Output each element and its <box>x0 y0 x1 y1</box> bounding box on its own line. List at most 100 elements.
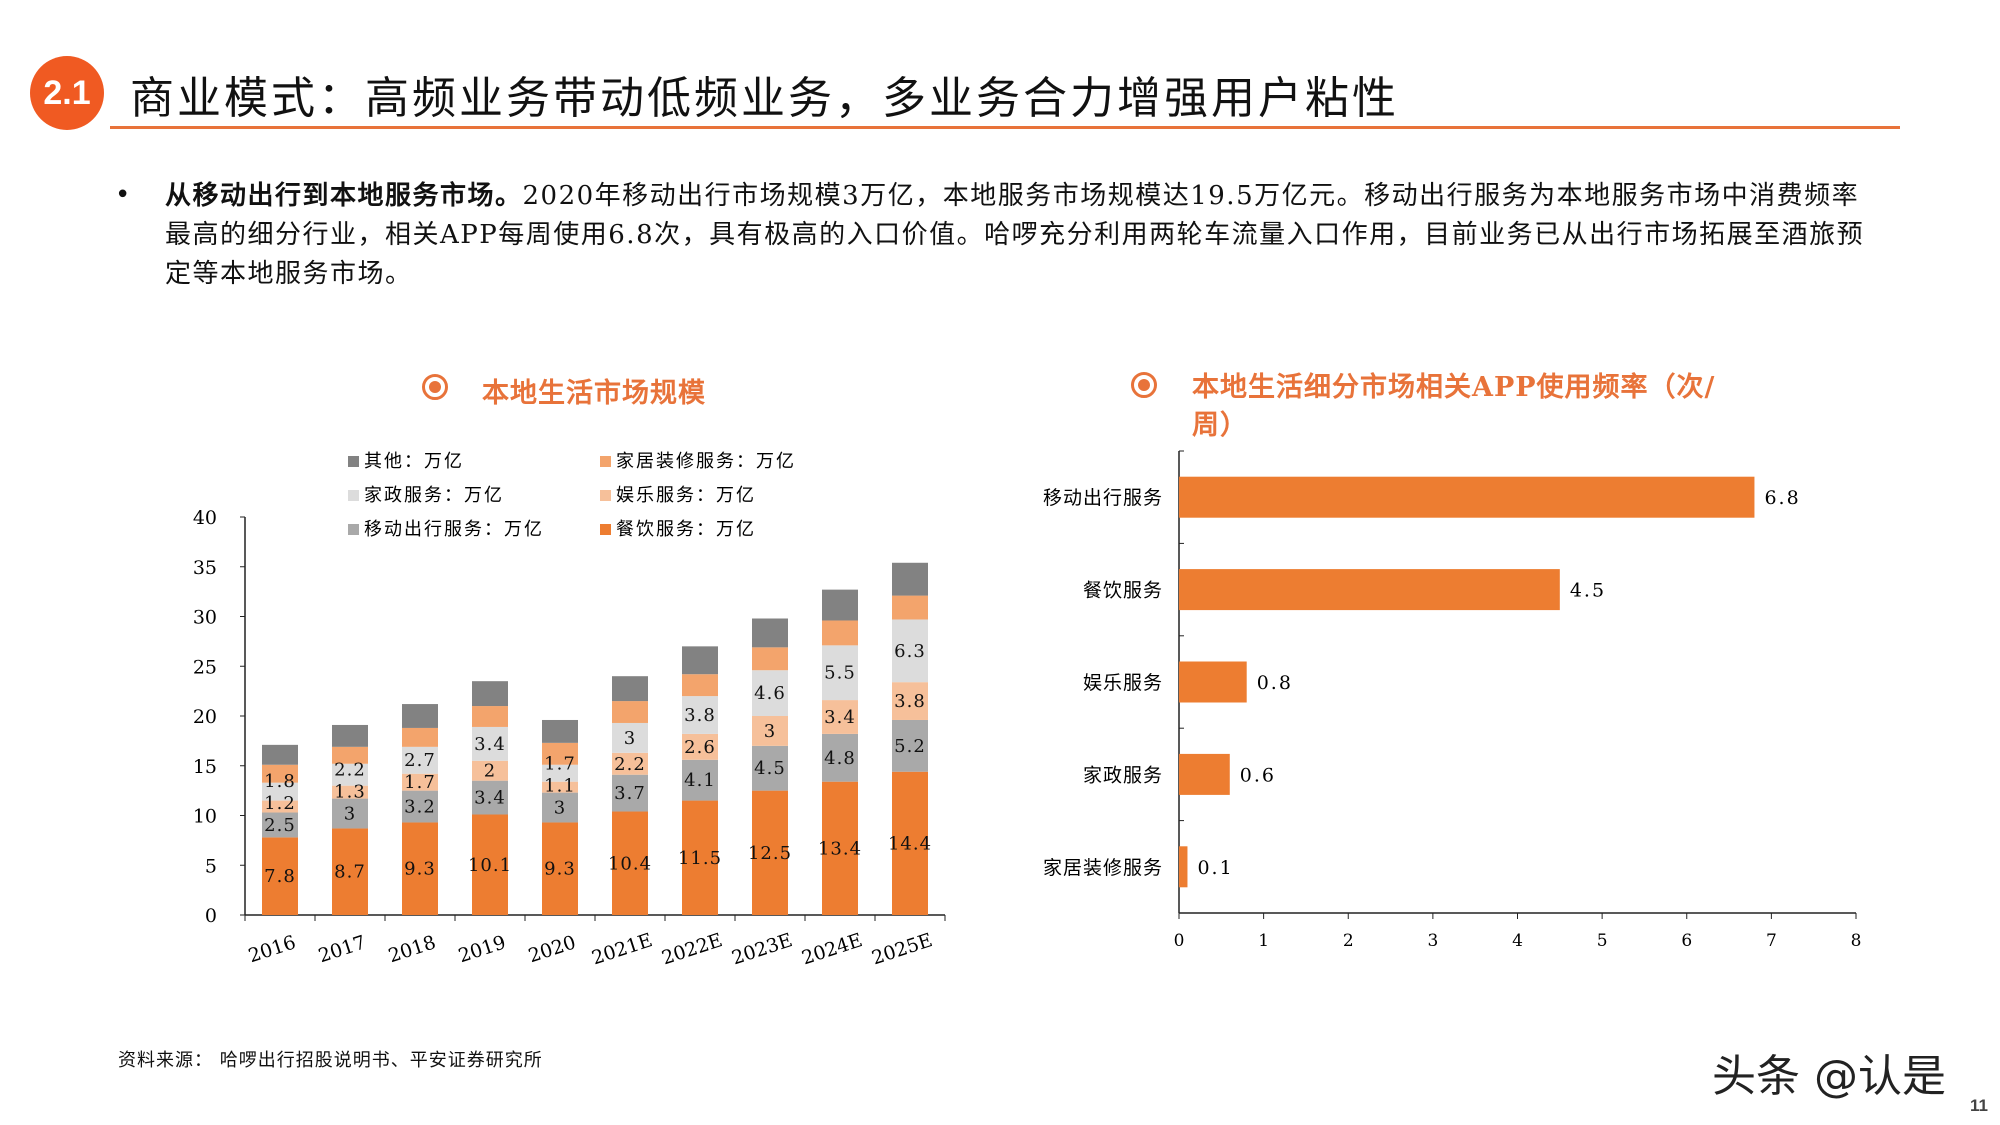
legend-swatch <box>600 490 611 501</box>
legend-swatch <box>600 524 611 535</box>
section-badge: 2.1 <box>30 56 104 130</box>
data-label: 1.3 <box>334 782 366 803</box>
bar-segment <box>892 719 928 772</box>
bullet-lead: 从移动出行到本地服务市场。 <box>165 181 523 211</box>
bar-segment <box>332 724 368 747</box>
x-tick-label: 8 <box>1851 931 1862 951</box>
y-tick-label: 0 <box>205 905 217 927</box>
bar-segment <box>542 764 578 782</box>
bar-segment <box>892 682 928 720</box>
bar <box>1179 476 1755 518</box>
data-label: 1.2 <box>264 793 296 814</box>
data-label: 9.3 <box>404 859 436 880</box>
category-label: 家居装修服务 <box>1043 857 1163 879</box>
bar-segment <box>472 814 508 915</box>
bar-segment <box>262 800 298 813</box>
bar-segment <box>542 781 578 793</box>
bar-segment <box>262 837 298 915</box>
bar-segment <box>682 674 718 697</box>
bar-segment <box>472 726 508 761</box>
legend-swatch <box>348 524 359 535</box>
bar-segment <box>472 760 508 781</box>
x-tick-label: 2017 <box>316 931 369 967</box>
bar-segment <box>332 746 368 764</box>
bar-segment <box>472 681 508 707</box>
data-label: 3.8 <box>684 705 716 726</box>
bar-segment <box>612 774 648 812</box>
x-tick-label: 7 <box>1766 931 1777 951</box>
data-label: 2.5 <box>264 815 296 836</box>
bar-segment <box>262 744 298 765</box>
data-label: 1.8 <box>264 771 296 792</box>
bar-segment <box>682 696 718 734</box>
data-label: 3.4 <box>824 707 856 728</box>
data-label: 10.1 <box>468 855 512 876</box>
bar-segment <box>822 589 858 621</box>
x-tick-label: 2016 <box>246 931 299 967</box>
data-label: 3.4 <box>474 788 506 809</box>
bar-segment <box>542 822 578 915</box>
bar-segment <box>682 759 718 801</box>
legend-swatch <box>600 456 611 467</box>
data-label: 12.5 <box>748 843 792 864</box>
y-tick-label: 25 <box>193 656 217 678</box>
data-label: 5.5 <box>824 663 856 684</box>
data-label: 2 <box>484 761 496 782</box>
data-label: 3.2 <box>404 797 436 818</box>
bar-segment <box>822 620 858 646</box>
category-label: 移动出行服务 <box>1043 487 1163 509</box>
bullet-paragraph: 从移动出行到本地服务市场。2020年移动出行市场规模3万亿，本地服务市场规模达1… <box>165 177 1885 294</box>
bullet-icon: • <box>115 180 131 210</box>
bar-segment <box>892 562 928 596</box>
x-tick-label: 2 <box>1343 931 1354 951</box>
data-label: 3 <box>764 721 776 742</box>
y-tick-label: 10 <box>193 806 217 828</box>
y-tick-label: 40 <box>193 507 217 529</box>
bar-segment <box>262 812 298 838</box>
bar-segment <box>402 790 438 823</box>
x-tick-label: 2019 <box>456 931 509 967</box>
data-label: 0.8 <box>1257 672 1293 694</box>
bar-segment <box>682 800 718 915</box>
data-label: 3 <box>554 798 566 819</box>
x-tick-label: 1 <box>1258 931 1269 951</box>
bar-segment <box>542 742 578 765</box>
bar-segment <box>822 700 858 734</box>
x-tick-label: 6 <box>1681 931 1692 951</box>
y-tick-label: 20 <box>193 706 217 728</box>
x-tick-label: 2024E <box>799 929 865 969</box>
source-note: 资料来源： 哈啰出行招股说明书、平安证券研究所 <box>118 1050 543 1071</box>
data-label: 10.4 <box>608 853 652 874</box>
radio-target-icon <box>422 374 448 400</box>
bar-segment <box>612 811 648 915</box>
data-label: 3.8 <box>894 691 926 712</box>
data-label: 2.7 <box>404 750 436 771</box>
stacked-bar-chart: 0 5 10 15 20 25 30 35 40 2016 2017 2018 2019 2020 2021… <box>193 451 946 969</box>
bar-segment <box>682 646 718 675</box>
title-divider <box>110 126 1900 129</box>
data-label: 4.6 <box>754 683 786 704</box>
bar-segment <box>402 822 438 915</box>
x-tick-label: 2023E <box>729 929 795 969</box>
data-label: 7.8 <box>264 866 296 887</box>
data-label: 13.4 <box>818 838 862 859</box>
bar-segment <box>402 746 438 774</box>
data-label: 4.5 <box>754 758 786 779</box>
bar-segment <box>402 727 438 747</box>
bar-segment <box>542 719 578 743</box>
data-label: 14.4 <box>888 833 932 854</box>
data-label: 1.7 <box>544 754 576 775</box>
bar-segment <box>752 618 788 648</box>
data-label: 9.3 <box>544 859 576 880</box>
bar-segment <box>892 619 928 683</box>
bar-segment <box>892 595 928 620</box>
data-label: 4.1 <box>684 770 716 791</box>
chart-title-app-frequency: 本地生活细分市场相关APP使用频率（次/周） <box>1192 372 1716 441</box>
y-tick-label: 30 <box>193 607 217 629</box>
data-label: 0.1 <box>1197 857 1233 879</box>
bar-segment <box>752 790 788 915</box>
bar <box>1179 753 1230 795</box>
bar-segment <box>612 752 648 775</box>
x-tick-label: 2018 <box>386 931 439 967</box>
legend-label: 娱乐服务：万亿 <box>616 485 756 506</box>
